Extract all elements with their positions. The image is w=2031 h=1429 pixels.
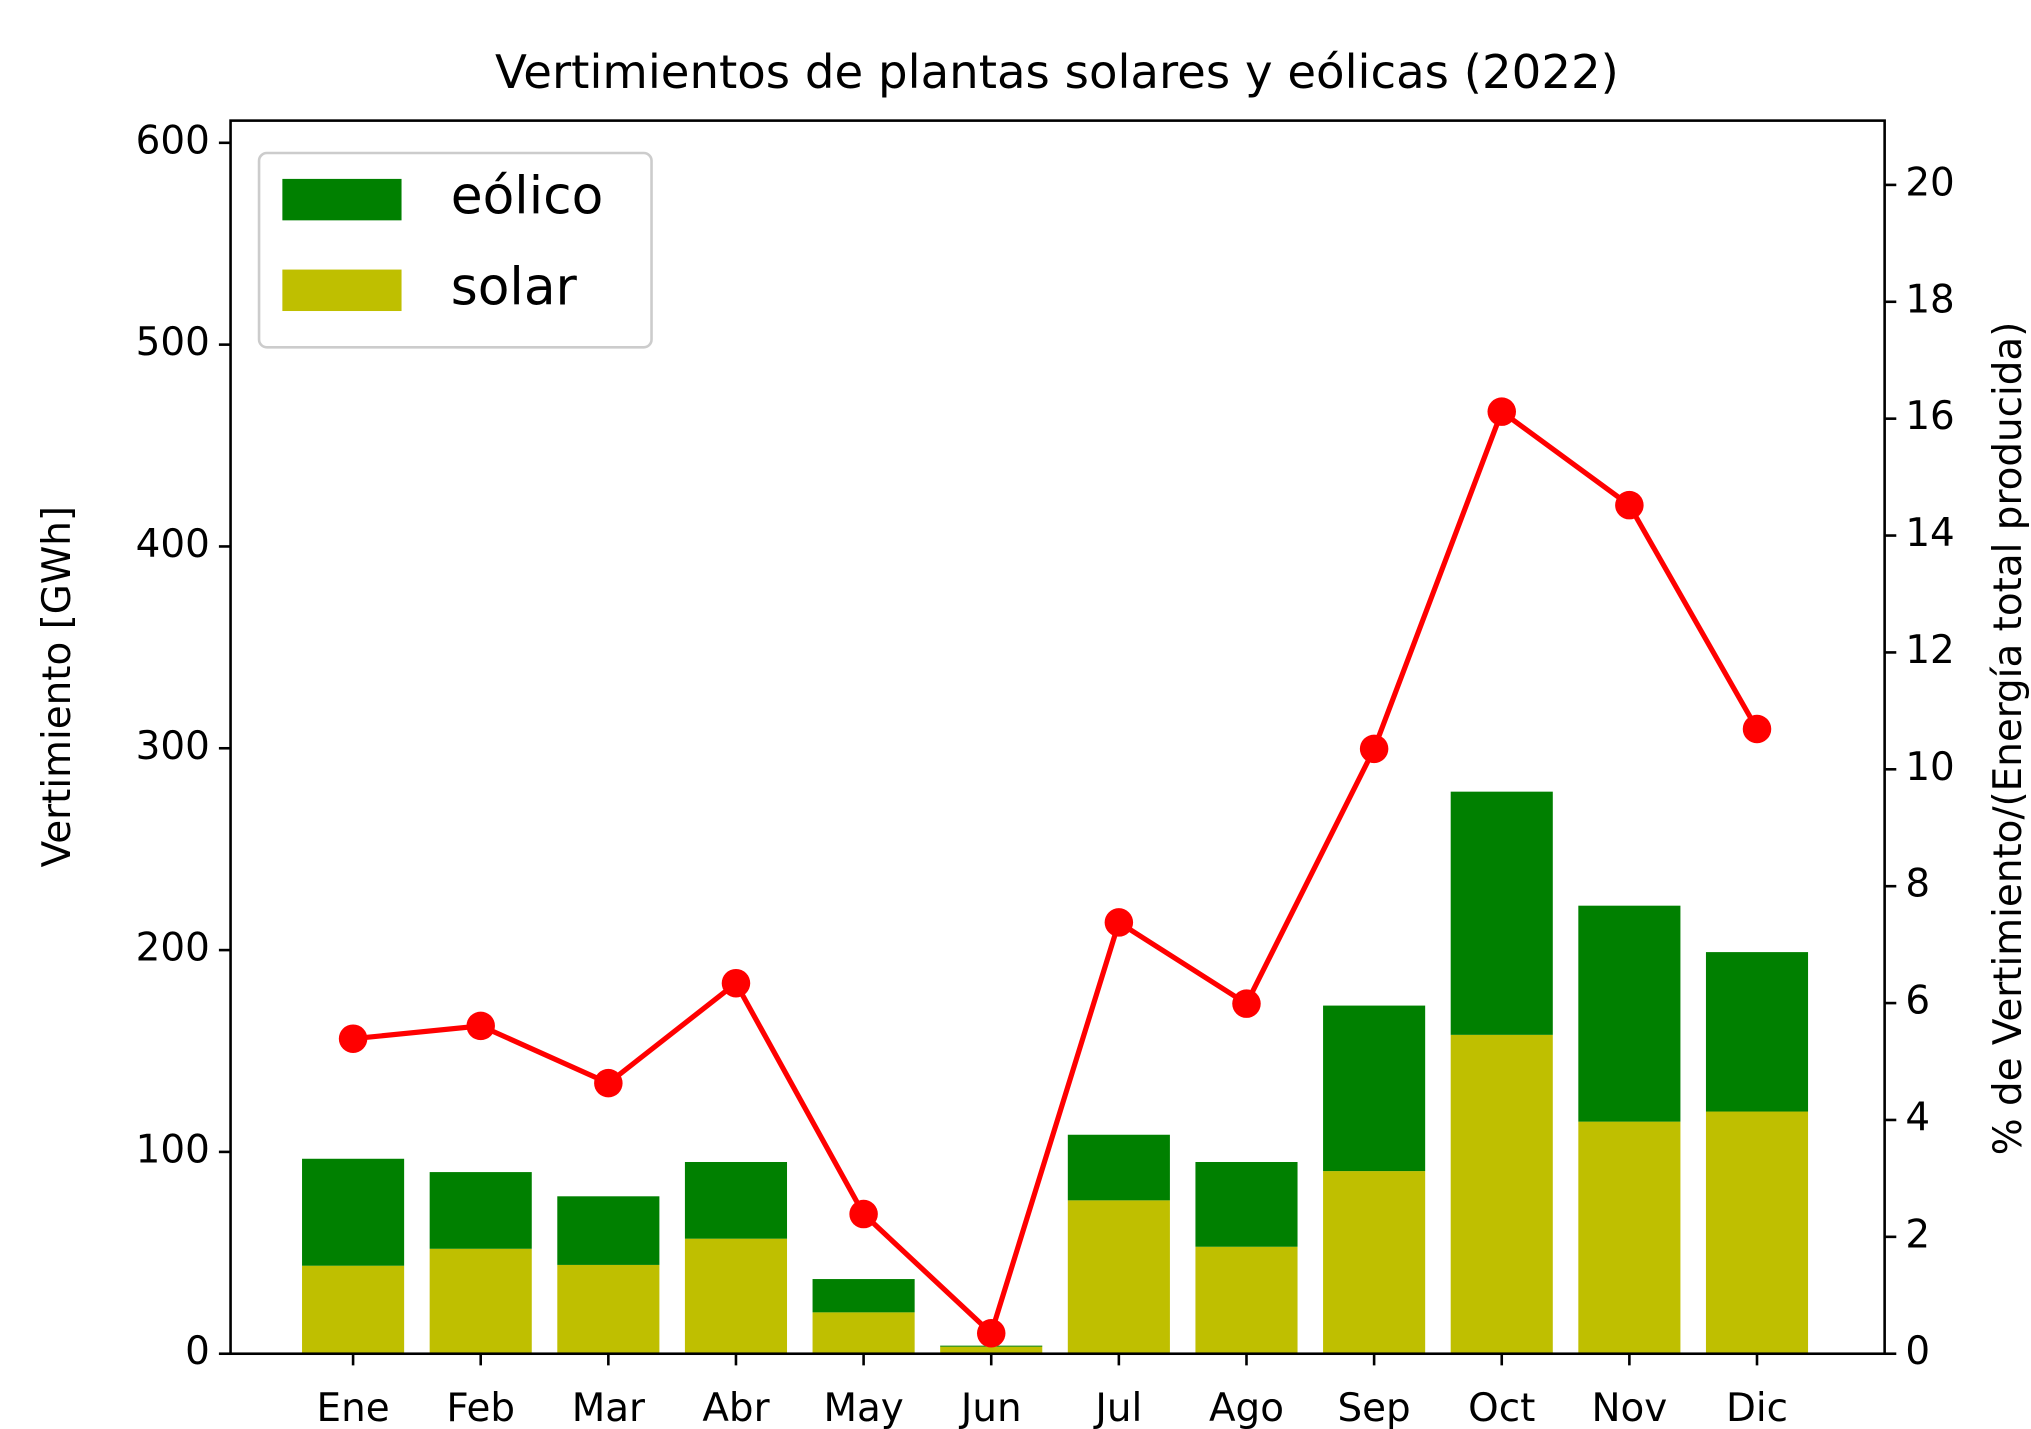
y2-tick-label: 4	[1905, 1095, 1930, 1140]
bar	[1705, 1111, 1809, 1354]
y-tick-label: 200	[136, 926, 210, 971]
bar	[1067, 1134, 1170, 1201]
bar	[1578, 1121, 1681, 1354]
bar	[557, 1264, 660, 1354]
line-marker	[1232, 989, 1261, 1018]
x-tick-label: Ene	[317, 1386, 390, 1429]
bar	[940, 1346, 1043, 1354]
line-marker	[1359, 734, 1389, 764]
bar	[1067, 1200, 1170, 1354]
bar	[1323, 1005, 1426, 1172]
y2-tick-label: 16	[1905, 394, 1954, 439]
x-tick-label: Abr	[702, 1386, 769, 1429]
legend-label: eólico	[451, 167, 604, 227]
x-tick-label: Jun	[958, 1386, 1022, 1429]
x-tick-label: Mar	[572, 1386, 645, 1429]
x-tick-label: Nov	[1591, 1386, 1667, 1429]
chart-title: Vertimientos de plantas solares y eólica…	[495, 45, 1619, 99]
y2-tick-label: 2	[1905, 1212, 1930, 1257]
plot-frame	[229, 119, 1886, 1356]
y-tick-label: 400	[136, 522, 210, 567]
x-tick-label: Jul	[1092, 1386, 1142, 1429]
y2-tick-label: 18	[1905, 277, 1954, 322]
y2-tick-label: 6	[1905, 979, 1930, 1024]
bar	[429, 1172, 532, 1249]
y2-tick-label: 14	[1905, 511, 1954, 556]
y2-axis-label: % de Vertimiento/(Energía total producid…	[1986, 322, 2031, 1156]
line	[352, 407, 1760, 1338]
bar	[1705, 952, 1809, 1112]
x-tick-label: May	[823, 1386, 903, 1429]
bar	[684, 1238, 788, 1354]
x-tick-label: Feb	[446, 1386, 515, 1429]
x-tick-label: Dic	[1726, 1386, 1788, 1429]
bar	[1578, 905, 1681, 1122]
y2-tick-label: 12	[1905, 628, 1954, 673]
line-marker	[849, 1199, 878, 1229]
bar	[1323, 1171, 1426, 1354]
y-tick-label: 0	[185, 1329, 210, 1374]
line-marker	[1104, 908, 1134, 937]
bar	[684, 1161, 788, 1239]
y-tick-label: 100	[136, 1127, 210, 1172]
y-tick-label: 500	[136, 320, 210, 365]
line-marker	[1487, 397, 1516, 426]
bar	[302, 1158, 405, 1266]
y-tick-label: 600	[136, 118, 210, 163]
bar	[1195, 1246, 1298, 1354]
bar	[812, 1312, 915, 1354]
bar	[1195, 1161, 1298, 1247]
line-marker	[1615, 490, 1644, 520]
x-tick-label: Ago	[1209, 1386, 1284, 1429]
bar	[557, 1196, 660, 1265]
bar	[1450, 1034, 1553, 1354]
line-marker	[466, 1011, 495, 1041]
line-marker	[1742, 714, 1772, 744]
legend-swatch	[282, 178, 402, 221]
y2-tick-label: 0	[1905, 1329, 1930, 1374]
x-tick-label: Oct	[1468, 1386, 1535, 1429]
bar	[429, 1248, 532, 1354]
line-marker	[338, 1024, 368, 1053]
legend-swatch	[282, 269, 402, 312]
y2-tick-label: 20	[1905, 160, 1954, 205]
bar	[812, 1279, 915, 1313]
line-marker	[976, 1319, 1006, 1348]
y-tick-label: 300	[136, 724, 210, 769]
line-marker	[721, 968, 751, 998]
y-axis-label: Vertimiento [GWh]	[35, 506, 80, 867]
y2-tick-label: 10	[1905, 745, 1954, 790]
bar	[302, 1265, 405, 1354]
bar	[1450, 791, 1553, 1035]
line-marker	[594, 1068, 623, 1098]
y2-tick-label: 8	[1905, 862, 1930, 907]
x-tick-label: Sep	[1338, 1386, 1411, 1429]
legend-label: solar	[451, 257, 578, 317]
